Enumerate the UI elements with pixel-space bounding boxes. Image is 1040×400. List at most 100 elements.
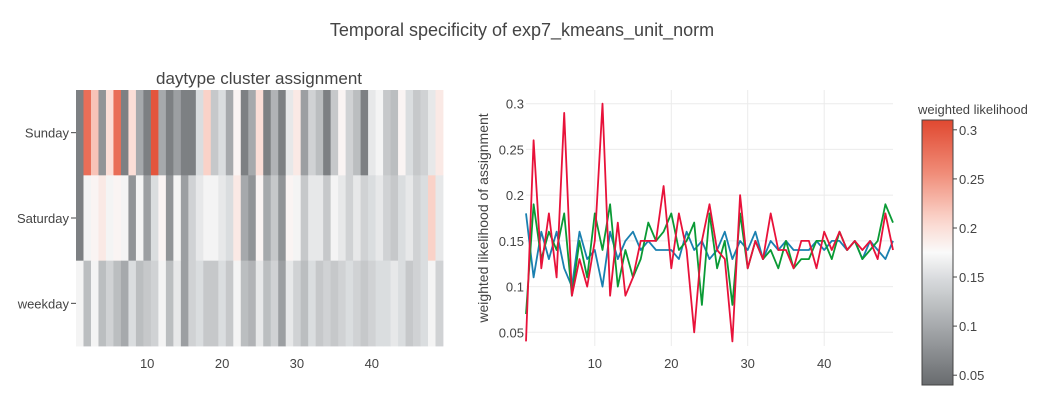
heatmap-cell (428, 260, 436, 347)
heatmap-cell (203, 260, 212, 347)
heatmap-cell (120, 260, 129, 347)
series-line (525, 102, 894, 343)
heatmap-cell (150, 175, 159, 262)
heatmap-cell (293, 260, 302, 347)
colorbar-tick-label: 0.25 (959, 172, 984, 187)
heatmap-cell (390, 90, 399, 176)
heatmap-cell (233, 260, 242, 347)
heatmap-cell (150, 260, 159, 347)
heatmap-cell (368, 175, 376, 262)
x-tick-label: 10 (588, 356, 602, 371)
heatmap-cell (173, 175, 182, 262)
heatmap-cell (135, 260, 144, 347)
heatmap-row-label: Sunday (25, 126, 70, 141)
heatmap-cell (278, 260, 287, 347)
colorbar-tick-label: 0.1 (959, 319, 977, 334)
heatmap-cell (135, 175, 144, 262)
heatmap-cell (173, 260, 182, 347)
heatmap-cell (255, 175, 264, 262)
heatmap-cell (435, 90, 444, 176)
colorbar-tick-label: 0.2 (959, 221, 977, 236)
heatmap-cell (420, 90, 429, 176)
heatmap-cell (360, 175, 369, 262)
heatmap-cell (218, 175, 227, 262)
heatmap-cell (308, 175, 317, 262)
heatmap-x-tick-label: 20 (215, 356, 229, 371)
heatmap-cell (285, 260, 294, 347)
heatmap-cell (248, 175, 257, 262)
heatmap-cell (120, 175, 129, 262)
heatmap-cell (90, 260, 99, 347)
heatmap-cell (323, 260, 332, 347)
heatmap-cell (420, 175, 429, 262)
heatmap-cell (390, 175, 399, 262)
heatmap-cell (240, 260, 249, 347)
heatmap-cell (143, 90, 152, 176)
heatmap-cell (255, 260, 264, 347)
heatmap-row-label: weekday (17, 296, 70, 311)
line-plot: 0.05 0.1 0.15 0.2 0.25 0.3 10 20 30 40 (499, 90, 894, 371)
heatmap-cell (323, 90, 332, 176)
heatmap-cell (210, 260, 219, 347)
heatmap-cell (158, 175, 167, 262)
heatmap-cell (338, 90, 347, 176)
heatmap-cell (210, 175, 219, 262)
heatmap-cell (165, 90, 174, 176)
heatmap-cell (203, 90, 212, 176)
heatmap-cell (240, 90, 249, 176)
heatmap-cell (345, 260, 354, 347)
heatmap-cell (225, 260, 234, 347)
series-line (525, 203, 894, 315)
heatmap-cell (165, 260, 174, 347)
heatmap-cell (98, 90, 107, 176)
heatmap-cell (375, 175, 384, 262)
heatmap-cell (398, 90, 406, 176)
heatmap-cell (308, 90, 317, 176)
heatmap-cell (180, 175, 189, 262)
heatmap-cell (270, 90, 279, 176)
heatmap-cell (270, 175, 279, 262)
heatmap-cell (330, 175, 339, 262)
heatmap-cell (293, 175, 302, 262)
heatmap-cell (300, 175, 309, 262)
heatmap-cell (83, 260, 92, 347)
heatmap-cell (278, 175, 287, 262)
heatmap-cell (330, 260, 339, 347)
heatmap-cell (413, 175, 421, 262)
heatmap-cell (353, 260, 362, 347)
heatmap-cell (218, 90, 227, 176)
heatmap-cell (263, 175, 272, 262)
heatmap-cell (188, 175, 197, 262)
x-tick-label: 30 (740, 356, 754, 371)
heatmap-cell (263, 90, 272, 176)
heatmap-cell (420, 260, 429, 347)
heatmap-cell (345, 175, 354, 262)
heatmap: Sunday Saturday weekday 10 20 30 40 (17, 90, 444, 371)
heatmap-cell (143, 260, 152, 347)
heatmap-cell (383, 260, 391, 347)
heatmap-cell (173, 90, 182, 176)
heatmap-cell (413, 260, 421, 347)
heatmap-cell (315, 260, 324, 347)
y-tick-label: 0.1 (506, 280, 524, 295)
heatmap-cell (413, 90, 421, 176)
heatmap-cell (255, 90, 264, 176)
heatmap-cell (76, 175, 84, 262)
heatmap-cell (285, 175, 294, 262)
heatmap-cell (323, 175, 332, 262)
heatmap-row-label: Saturday (17, 211, 70, 226)
heatmap-cell (105, 260, 114, 347)
colorbar-tick-label: 0.05 (959, 368, 984, 383)
heatmap-cell (315, 175, 324, 262)
heatmap-cell (435, 175, 444, 262)
heatmap-cell (158, 260, 167, 347)
figure-title: Temporal specificity of exp7_kmeans_unit… (330, 20, 714, 41)
heatmap-cell (210, 90, 219, 176)
y-tick-label: 0.3 (506, 97, 524, 112)
heatmap-cell (353, 90, 362, 176)
heatmap-cell (405, 260, 414, 347)
heatmap-cell (248, 90, 257, 176)
heatmap-cell (165, 175, 174, 262)
heatmap-cell (353, 175, 362, 262)
